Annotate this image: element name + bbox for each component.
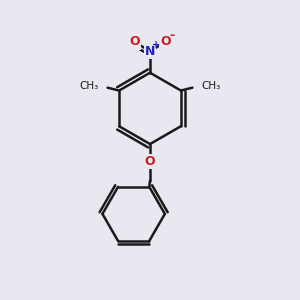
- Text: -: -: [169, 29, 175, 42]
- Text: O: O: [145, 155, 155, 168]
- Text: O: O: [160, 35, 171, 48]
- Text: CH₃: CH₃: [80, 81, 99, 91]
- Text: CH₃: CH₃: [201, 81, 220, 91]
- Text: N: N: [145, 45, 155, 58]
- Text: +: +: [152, 40, 160, 50]
- Text: O: O: [129, 35, 140, 48]
